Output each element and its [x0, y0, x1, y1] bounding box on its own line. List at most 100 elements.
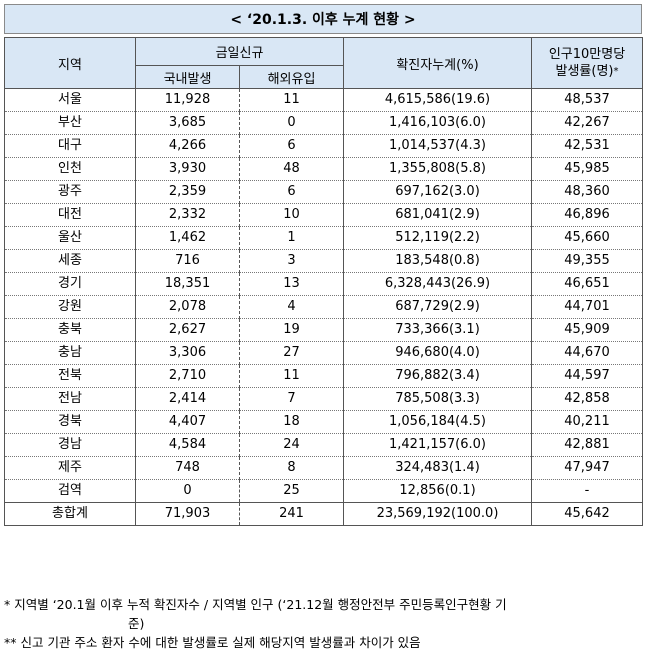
rate-cell: 45,985 [531, 157, 643, 181]
table-row: 경북 4,407 18 1,056,184(4.5) 40,211 [4, 410, 643, 434]
table-row: 제주 748 8 324,483(1.4) 47,947 [4, 456, 643, 480]
table-row: 충남 3,306 27 946,680(4.0) 44,670 [4, 341, 643, 365]
region-cell: 경기 [4, 272, 136, 296]
header-incidence-rate: 인구10만명당 발생률(명)* [531, 37, 643, 89]
cumulative-cell: 183,548(0.8) [343, 249, 532, 273]
region-cell: 제주 [4, 456, 136, 480]
total-cumulative-cell: 23,569,192(100.0) [343, 502, 532, 526]
table-row: 강원 2,078 4 687,729(2.9) 44,701 [4, 295, 643, 319]
table-row: 대구 4,266 6 1,014,537(4.3) 42,531 [4, 134, 643, 158]
overseas-cell: 4 [239, 295, 344, 319]
overseas-cell: 48 [239, 157, 344, 181]
region-cell: 충북 [4, 318, 136, 342]
domestic-cell: 716 [135, 249, 240, 273]
cumulative-cell: 512,119(2.2) [343, 226, 532, 250]
overseas-cell: 25 [239, 479, 344, 503]
cumulative-cell: 1,355,808(5.8) [343, 157, 532, 181]
domestic-cell: 4,266 [135, 134, 240, 158]
rate-cell: 45,660 [531, 226, 643, 250]
domestic-cell: 0 [135, 479, 240, 503]
footnote-1: * 지역별 ‘20.1월 이후 누적 확진자수 / 지역별 인구 (‘21.12… [4, 597, 507, 612]
domestic-cell: 2,627 [135, 318, 240, 342]
footnote-2: ** 신고 기관 주소 환자 수에 대한 발생률로 실제 해당지역 발생률과 차… [4, 635, 421, 650]
domestic-cell: 3,930 [135, 157, 240, 181]
cumulative-cell: 1,416,103(6.0) [343, 111, 532, 135]
overseas-cell: 13 [239, 272, 344, 296]
rate-cell: 40,211 [531, 410, 643, 434]
header-rate-footnote-mark: * [613, 66, 619, 77]
header-cumulative: 확진자누계(%) [343, 37, 532, 89]
total-overseas-cell: 241 [239, 502, 344, 526]
rate-cell: 48,360 [531, 180, 643, 204]
footnotes: * 지역별 ‘20.1월 이후 누적 확진자수 / 지역별 인구 (‘21.12… [4, 595, 644, 652]
region-cell: 광주 [4, 180, 136, 204]
domestic-cell: 4,407 [135, 410, 240, 434]
rate-cell: 46,651 [531, 272, 643, 296]
domestic-cell: 748 [135, 456, 240, 480]
rate-cell: 45,909 [531, 318, 643, 342]
domestic-cell: 1,462 [135, 226, 240, 250]
header-domestic: 국내발생 [135, 65, 240, 89]
cumulative-cell: 681,041(2.9) [343, 203, 532, 227]
table-row: 세종 716 3 183,548(0.8) 49,355 [4, 249, 643, 273]
overseas-cell: 19 [239, 318, 344, 342]
header-region: 지역 [4, 37, 136, 89]
cumulative-cell: 687,729(2.9) [343, 295, 532, 319]
region-cell: 전남 [4, 387, 136, 411]
header-today-new: 금일신규 [135, 37, 344, 66]
rate-cell: 42,531 [531, 134, 643, 158]
table-row: 충북 2,627 19 733,366(3.1) 45,909 [4, 318, 643, 342]
overseas-cell: 1 [239, 226, 344, 250]
overseas-cell: 24 [239, 433, 344, 457]
overseas-cell: 7 [239, 387, 344, 411]
region-cell: 대구 [4, 134, 136, 158]
domestic-cell: 3,685 [135, 111, 240, 135]
domestic-cell: 4,584 [135, 433, 240, 457]
domestic-cell: 2,359 [135, 180, 240, 204]
domestic-cell: 2,710 [135, 364, 240, 388]
region-cell: 충남 [4, 341, 136, 365]
domestic-cell: 3,306 [135, 341, 240, 365]
header-rate-line1: 인구10만명당 [548, 47, 626, 62]
region-cell: 경남 [4, 433, 136, 457]
cumulative-cell: 785,508(3.3) [343, 387, 532, 411]
rate-cell: 49,355 [531, 249, 643, 273]
region-cell: 대전 [4, 203, 136, 227]
region-cell: 부산 [4, 111, 136, 135]
cumulative-cell: 796,882(3.4) [343, 364, 532, 388]
domestic-cell: 18,351 [135, 272, 240, 296]
table-row: 인천 3,930 48 1,355,808(5.8) 45,985 [4, 157, 643, 181]
overseas-cell: 8 [239, 456, 344, 480]
cumulative-cell: 6,328,443(26.9) [343, 272, 532, 296]
rate-cell: 42,858 [531, 387, 643, 411]
header-rate-line2: 발생률(명) [555, 64, 614, 79]
overseas-cell: 0 [239, 111, 344, 135]
domestic-cell: 11,928 [135, 88, 240, 112]
overseas-cell: 6 [239, 134, 344, 158]
table-row: 서울 11,928 11 4,615,586(19.6) 48,537 [4, 88, 643, 112]
table-row: 전북 2,710 11 796,882(3.4) 44,597 [4, 364, 643, 388]
overseas-cell: 3 [239, 249, 344, 273]
rate-cell: 48,537 [531, 88, 643, 112]
cumulative-cell: 4,615,586(19.6) [343, 88, 532, 112]
cumulative-cell: 697,162(3.0) [343, 180, 532, 204]
cumulative-status-table: 지역 금일신규 확진자누계(%) 인구10만명당 발생률(명)* 국내발생 해외… [4, 37, 643, 526]
rate-cell: - [531, 479, 643, 503]
overseas-cell: 27 [239, 341, 344, 365]
cumulative-cell: 324,483(1.4) [343, 456, 532, 480]
total-domestic-cell: 71,903 [135, 502, 240, 526]
region-cell: 인천 [4, 157, 136, 181]
table-body: 서울 11,928 11 4,615,586(19.6) 48,537 부산 3,685 0 1… [4, 88, 643, 526]
cumulative-cell: 946,680(4.0) [343, 341, 532, 365]
table-row: 전남 2,414 7 785,508(3.3) 42,858 [4, 387, 643, 411]
region-cell: 울산 [4, 226, 136, 250]
cumulative-cell: 1,056,184(4.5) [343, 410, 532, 434]
rate-cell: 47,947 [531, 456, 643, 480]
footnote-1-continued: 준) [128, 616, 145, 631]
cumulative-cell: 1,421,157(6.0) [343, 433, 532, 457]
table-row: 경남 4,584 24 1,421,157(6.0) 42,881 [4, 433, 643, 457]
rate-cell: 46,896 [531, 203, 643, 227]
cumulative-cell: 12,856(0.1) [343, 479, 532, 503]
overseas-cell: 11 [239, 364, 344, 388]
